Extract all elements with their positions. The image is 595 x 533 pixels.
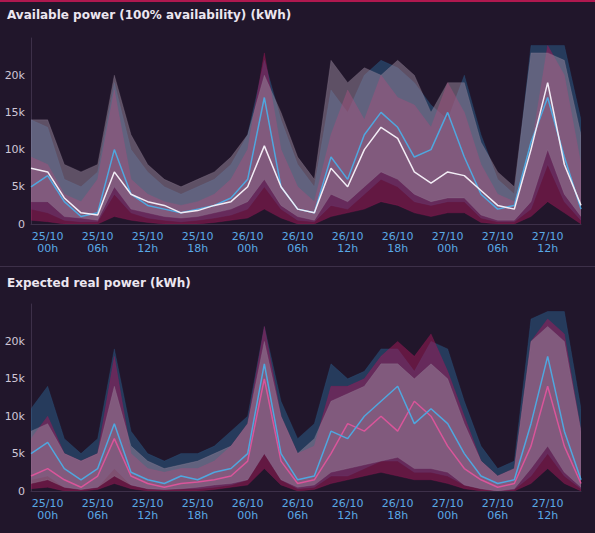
svg-text:06h: 06h bbox=[87, 242, 108, 255]
svg-text:00h: 00h bbox=[37, 509, 58, 522]
svg-text:25/10: 25/10 bbox=[131, 229, 164, 243]
svg-text:26/10: 26/10 bbox=[281, 229, 314, 243]
svg-text:06h: 06h bbox=[287, 509, 308, 522]
svg-text:5k: 5k bbox=[12, 447, 26, 460]
svg-text:06h: 06h bbox=[87, 509, 108, 522]
svg-text:06h: 06h bbox=[287, 242, 308, 255]
svg-text:26/10: 26/10 bbox=[331, 229, 364, 243]
svg-text:00h: 00h bbox=[237, 242, 258, 255]
svg-text:18h: 18h bbox=[187, 509, 208, 522]
svg-text:25/10: 25/10 bbox=[181, 496, 214, 510]
svg-text:26/10: 26/10 bbox=[381, 229, 414, 243]
svg-text:25/10: 25/10 bbox=[181, 229, 214, 243]
svg-text:10k: 10k bbox=[5, 410, 26, 423]
svg-text:15k: 15k bbox=[5, 372, 26, 385]
svg-text:00h: 00h bbox=[437, 509, 458, 522]
svg-text:25/10: 25/10 bbox=[31, 229, 64, 243]
svg-text:Available power (100% availabi: Available power (100% availability) (kWh… bbox=[7, 8, 291, 22]
svg-text:12h: 12h bbox=[337, 242, 358, 255]
svg-text:06h: 06h bbox=[487, 242, 508, 255]
svg-text:26/10: 26/10 bbox=[281, 496, 314, 510]
svg-text:18h: 18h bbox=[387, 509, 408, 522]
svg-text:15k: 15k bbox=[5, 106, 26, 119]
svg-text:12h: 12h bbox=[537, 509, 558, 522]
svg-text:25/10: 25/10 bbox=[81, 496, 114, 510]
svg-text:0: 0 bbox=[18, 218, 25, 231]
svg-text:12h: 12h bbox=[137, 242, 158, 255]
svg-text:26/10: 26/10 bbox=[331, 496, 364, 510]
svg-text:5k: 5k bbox=[12, 180, 26, 193]
svg-text:26/10: 26/10 bbox=[231, 496, 264, 510]
svg-text:12h: 12h bbox=[337, 509, 358, 522]
svg-text:27/10: 27/10 bbox=[531, 229, 564, 243]
svg-text:18h: 18h bbox=[387, 242, 408, 255]
svg-text:20k: 20k bbox=[5, 335, 26, 348]
svg-text:27/10: 27/10 bbox=[531, 496, 564, 510]
svg-text:18h: 18h bbox=[187, 242, 208, 255]
svg-text:00h: 00h bbox=[237, 509, 258, 522]
svg-text:25/10: 25/10 bbox=[81, 229, 114, 243]
svg-text:25/10: 25/10 bbox=[131, 496, 164, 510]
svg-text:27/10: 27/10 bbox=[481, 496, 514, 510]
svg-text:25/10: 25/10 bbox=[31, 496, 64, 510]
svg-text:26/10: 26/10 bbox=[231, 229, 264, 243]
svg-text:27/10: 27/10 bbox=[481, 229, 514, 243]
svg-text:26/10: 26/10 bbox=[381, 496, 414, 510]
svg-text:Expected real power (kWh): Expected real power (kWh) bbox=[7, 276, 191, 290]
svg-text:0: 0 bbox=[18, 485, 25, 498]
svg-text:06h: 06h bbox=[487, 509, 508, 522]
svg-text:27/10: 27/10 bbox=[431, 496, 464, 510]
svg-text:12h: 12h bbox=[537, 242, 558, 255]
svg-text:12h: 12h bbox=[137, 509, 158, 522]
svg-text:10k: 10k bbox=[5, 143, 26, 156]
svg-text:00h: 00h bbox=[37, 242, 58, 255]
svg-text:00h: 00h bbox=[437, 242, 458, 255]
svg-text:20k: 20k bbox=[5, 69, 26, 82]
svg-text:27/10: 27/10 bbox=[431, 229, 464, 243]
